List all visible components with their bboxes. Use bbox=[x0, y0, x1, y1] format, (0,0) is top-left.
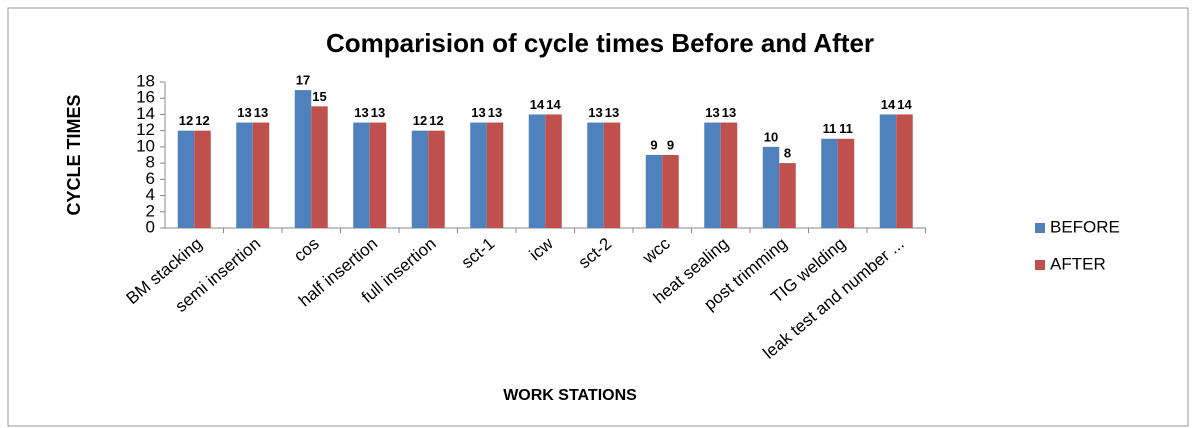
bar bbox=[821, 138, 838, 228]
chart-title: Comparision of cycle times Before and Af… bbox=[326, 28, 874, 58]
data-label: 14 bbox=[530, 97, 545, 112]
bar bbox=[369, 122, 387, 228]
y-tick-label: 18 bbox=[136, 71, 155, 90]
data-label: 13 bbox=[471, 105, 485, 120]
data-label: 13 bbox=[722, 105, 736, 120]
bar bbox=[428, 130, 445, 228]
bar bbox=[528, 114, 546, 228]
y-tick-label: 14 bbox=[136, 104, 155, 123]
y-tick-label: 8 bbox=[146, 153, 155, 172]
bar bbox=[720, 122, 738, 228]
data-label: 13 bbox=[488, 105, 502, 120]
bar bbox=[294, 90, 312, 228]
bar bbox=[662, 155, 679, 228]
data-label: 14 bbox=[881, 97, 896, 112]
data-label: 10 bbox=[764, 129, 778, 144]
data-label: 17 bbox=[296, 73, 310, 88]
bar bbox=[879, 114, 897, 228]
data-label: 12 bbox=[429, 113, 443, 128]
data-label: 12 bbox=[195, 113, 209, 128]
data-label: 11 bbox=[839, 121, 853, 136]
bar bbox=[486, 122, 504, 228]
bar bbox=[587, 122, 604, 228]
bar bbox=[896, 114, 913, 228]
legend-swatch bbox=[1035, 260, 1045, 270]
bar bbox=[704, 122, 721, 228]
data-label: 12 bbox=[413, 113, 427, 128]
y-tick-label: 2 bbox=[146, 201, 155, 220]
data-label: 13 bbox=[237, 105, 251, 120]
bar bbox=[837, 138, 855, 228]
bar bbox=[252, 122, 270, 228]
data-label: 9 bbox=[667, 137, 674, 152]
bar bbox=[603, 122, 621, 228]
bar bbox=[311, 106, 328, 228]
legend-swatch bbox=[1035, 223, 1045, 233]
bar bbox=[779, 163, 796, 228]
data-label: 14 bbox=[546, 97, 561, 112]
legend-label: AFTER bbox=[1050, 254, 1106, 273]
data-label: 14 bbox=[897, 97, 912, 112]
bar bbox=[194, 130, 211, 228]
y-tick-label: 4 bbox=[146, 185, 155, 204]
bar bbox=[353, 122, 370, 228]
bar bbox=[470, 122, 487, 228]
bar bbox=[177, 130, 195, 228]
data-label: 13 bbox=[354, 105, 368, 120]
bar bbox=[645, 155, 663, 228]
data-label: 13 bbox=[588, 105, 602, 120]
y-tick-label: 12 bbox=[136, 120, 155, 139]
data-label: 13 bbox=[371, 105, 385, 120]
data-label: 13 bbox=[605, 105, 619, 120]
bar bbox=[411, 130, 429, 228]
data-label: 15 bbox=[312, 89, 326, 104]
data-label: 11 bbox=[823, 121, 837, 136]
data-label: 13 bbox=[705, 105, 719, 120]
x-axis-label: WORK STATIONS bbox=[503, 387, 637, 404]
data-label: 12 bbox=[179, 113, 193, 128]
y-tick-label: 6 bbox=[146, 169, 155, 188]
y-tick-label: 0 bbox=[146, 217, 155, 236]
data-label: 8 bbox=[784, 146, 791, 161]
data-label: 9 bbox=[650, 137, 657, 152]
legend-label: BEFORE bbox=[1050, 217, 1120, 236]
y-tick-label: 10 bbox=[136, 136, 155, 155]
y-axis-label: CYCLE TIMES bbox=[64, 94, 84, 215]
bar bbox=[236, 122, 253, 228]
y-tick-label: 16 bbox=[136, 88, 155, 107]
bar bbox=[545, 114, 562, 228]
bar bbox=[762, 146, 780, 228]
data-label: 13 bbox=[254, 105, 268, 120]
